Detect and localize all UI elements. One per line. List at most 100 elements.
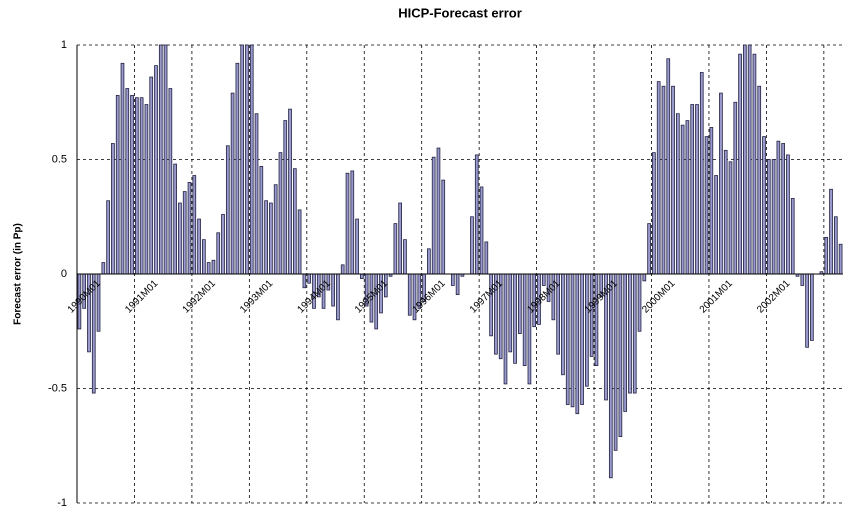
bar [829,188,833,275]
bar [479,186,484,275]
bar [139,97,144,275]
bar [206,262,211,275]
bar [431,156,436,275]
bar [283,120,288,275]
bar [790,198,795,275]
bar [269,202,273,275]
bar [833,216,838,275]
bar [757,85,762,275]
bar [441,179,446,275]
bar [541,273,546,286]
bar [297,209,302,275]
bar [163,44,168,275]
bar [427,248,431,275]
bar [187,181,192,275]
bar [522,273,527,366]
bar [436,147,441,275]
bar [661,85,666,275]
bar [249,44,254,275]
bar [125,88,130,275]
chart-title: HICP-Forecast error [398,5,522,20]
bar [594,273,599,366]
bar [570,273,575,408]
bar [135,97,139,275]
bar [503,273,508,385]
y-axis-label: Forecast error (in Pp) [13,223,24,325]
bar [575,273,580,415]
bar [331,273,335,307]
bar [202,239,206,275]
bar [240,44,245,275]
bar [307,273,312,284]
bar [221,214,225,275]
bar [824,236,829,275]
bar [158,44,163,275]
bar [810,273,814,341]
bar [723,149,728,275]
bar [154,65,158,275]
bar [738,53,742,275]
bar [671,85,675,275]
bar [302,273,307,289]
bar [628,273,632,394]
bar [637,273,642,332]
y-tick-label: -1 [57,497,67,509]
bar [838,243,843,275]
x-tick-label: 1993M01 [238,278,276,316]
bar [144,104,149,275]
bar [398,202,402,275]
bar [680,124,685,275]
x-tick-label: 2001M01 [698,278,736,316]
bar [608,273,613,479]
bar [182,191,187,275]
bar [747,44,752,275]
bar [192,175,197,275]
bar [149,76,154,275]
bar [211,259,216,275]
bar [235,62,240,275]
x-tick-label: 2000M01 [640,278,678,316]
bar [781,143,785,275]
bar [513,273,517,364]
bar [752,53,757,275]
y-tick-label: 0 [61,268,67,280]
bar [508,273,513,353]
bar [273,184,278,275]
bar [728,161,733,275]
bar [197,218,201,275]
bar [355,218,359,275]
bar [647,223,651,275]
bar [264,200,268,275]
bar [656,81,661,275]
bar [350,170,355,275]
bar [403,239,407,275]
bar [618,273,623,437]
bar [360,273,364,279]
bar [704,136,709,275]
bar [733,101,738,275]
bar [345,172,350,275]
bar [484,241,489,275]
bar [714,175,718,275]
bar [259,165,264,275]
bar [225,145,230,275]
bar [130,94,134,275]
bar [336,273,340,321]
bar [450,273,455,286]
bar [393,223,398,275]
bar [771,159,776,275]
x-tick-label: 1991M01 [123,278,161,316]
bar [518,273,522,334]
bar [561,273,565,376]
bar [455,273,460,296]
bar [743,44,747,275]
bar [585,273,589,387]
bar [111,143,115,275]
bar [245,44,249,275]
bar [106,200,110,275]
bar [709,127,714,275]
bar [115,94,120,275]
bar [292,168,297,275]
bar [168,88,173,275]
